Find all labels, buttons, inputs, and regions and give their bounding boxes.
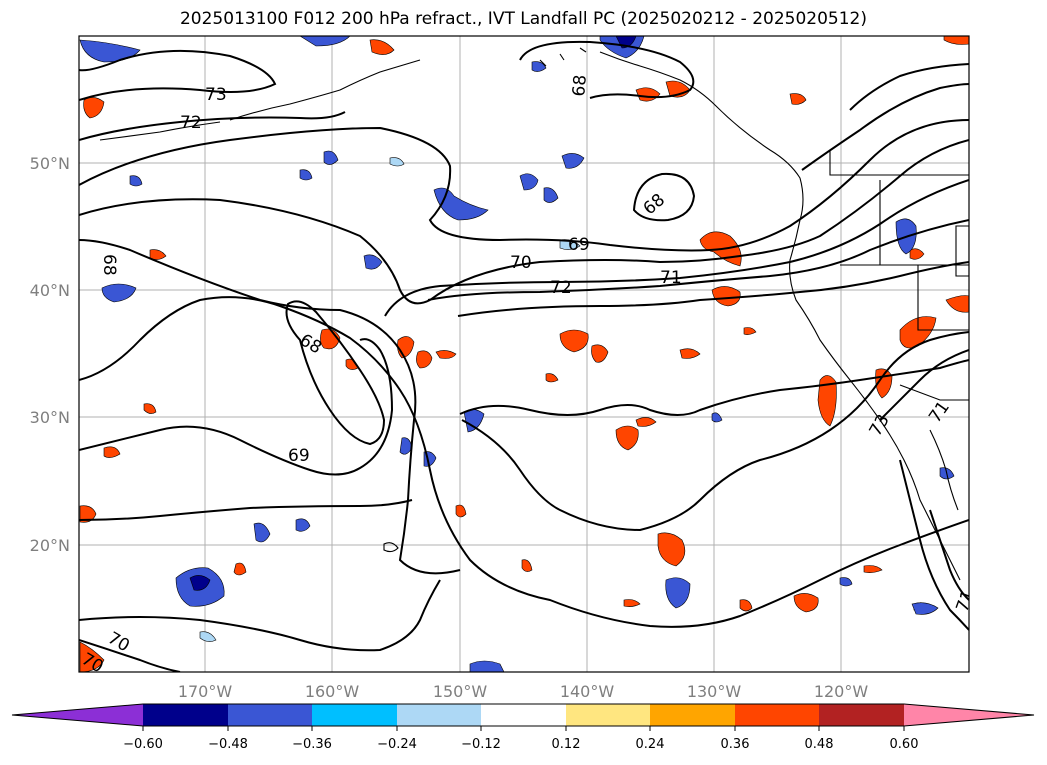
lat-label-40n: 40°N: [30, 281, 70, 300]
lon-label-160w: 160°W: [305, 682, 360, 701]
colorbar-segment: [735, 704, 819, 726]
colorbar-segment: [143, 704, 228, 726]
contour-label: 68: [569, 74, 591, 97]
coastlines: [99, 47, 969, 581]
colorbar-tick-label: −0.12: [461, 737, 501, 752]
lat-label-50n: 50°N: [30, 154, 70, 173]
map-title: 2025013100 F012 200 hPa refract., IVT La…: [179, 9, 867, 29]
lon-label-140w: 140°W: [560, 682, 615, 701]
latitude-labels: 50°N 40°N 30°N 20°N: [30, 154, 70, 555]
colorbar-tick-label: −0.48: [208, 737, 248, 752]
contour-label: 70: [510, 253, 532, 273]
colorbar-tick-label: 0.60: [890, 737, 919, 752]
colorbar-segment: [481, 704, 566, 726]
lat-label-30n: 30°N: [30, 408, 70, 427]
anomaly-patches: [79, 36, 969, 672]
contour-label: 73: [205, 85, 227, 105]
lon-label-170w: 170°W: [178, 682, 233, 701]
contour-label: 72: [180, 113, 202, 133]
contour-label: 72: [550, 278, 572, 298]
lon-label-150w: 150°W: [433, 682, 488, 701]
contour-label: 71: [953, 587, 979, 614]
contour-label: 71: [660, 268, 682, 288]
colorbar-extend-high: [904, 704, 1034, 726]
colorbar-tick-label: 0.36: [721, 737, 750, 752]
colorbar-segment: [566, 704, 650, 726]
colorbar-segment: [819, 704, 904, 726]
colorbar-segment: [650, 704, 735, 726]
colorbar-tick-label: 0.12: [552, 737, 581, 752]
colorbar-tick-label: 0.48: [805, 737, 834, 752]
contour-label: 68: [99, 254, 119, 276]
colorbar-segment: [228, 704, 312, 726]
colorbar-tick-label: −0.24: [377, 737, 417, 752]
contour-label: 69: [288, 446, 310, 466]
colorbar: −0.60 −0.48 −0.36 −0.24 −0.12 0.12 0.24 …: [11, 703, 1035, 752]
colorbar-segment: [312, 704, 397, 726]
lon-label-130w: 130°W: [687, 682, 742, 701]
colorbar-tick-label: −0.36: [292, 737, 332, 752]
lat-label-20n: 20°N: [30, 536, 70, 555]
contour-label: 69: [568, 235, 590, 255]
colorbar-tick-label: −0.60: [123, 737, 163, 752]
lon-label-120w: 120°W: [814, 682, 869, 701]
colorbar-tick-label: 0.24: [636, 737, 665, 752]
colorbar-segment: [397, 704, 481, 726]
contour-lines: [79, 40, 969, 672]
longitude-labels: 170°W 160°W 150°W 140°W 130°W 120°W: [178, 682, 869, 701]
colorbar-extend-low: [12, 704, 143, 726]
map-frame: [78, 35, 970, 673]
